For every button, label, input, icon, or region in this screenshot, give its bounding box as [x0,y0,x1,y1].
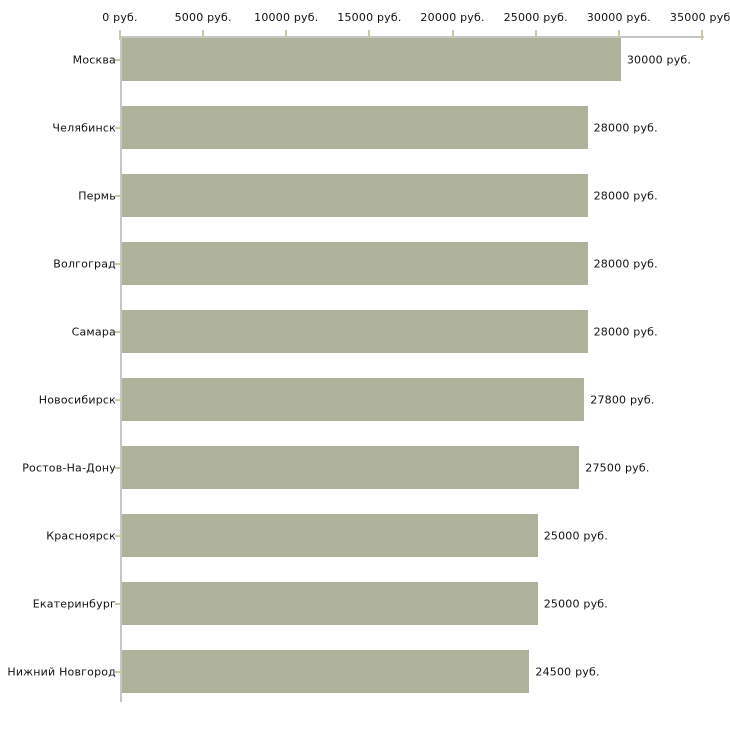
x-axis-tick-mark [534,30,537,40]
category-label: Новосибирск [38,393,116,406]
category-label: Нижний Новгород [7,665,116,678]
bar [122,242,588,285]
value-label: 28000 руб. [593,257,658,270]
x-axis-tick-label: 30000 руб. [586,11,651,24]
category-tick-mark [115,466,122,469]
bar [122,174,588,217]
category-tick-mark [115,398,122,401]
bar [122,514,538,557]
category-tick-mark [115,534,122,537]
x-axis-tick-mark [368,30,371,40]
x-axis-tick-label: 5000 руб. [174,11,232,24]
x-axis-tick-mark [202,30,205,40]
value-label: 30000 руб. [626,53,692,66]
x-axis-tick-mark [617,30,620,40]
bar [122,582,538,625]
category-tick-mark [115,330,122,333]
value-label: 28000 руб. [593,121,658,134]
x-axis-tick-mark [119,30,121,40]
x-axis-tick-label: 0 руб. [102,11,138,24]
category-tick-mark [115,58,122,61]
category-label: Волгоград [53,257,116,270]
x-axis-tick-mark [285,30,288,40]
x-axis-tick-label: 10000 руб. [254,11,319,24]
bar [122,378,585,421]
category-tick-mark [115,126,122,129]
category-label: Пермь [78,189,116,202]
category-tick-mark [115,194,122,197]
bar [122,106,588,149]
x-axis-tick-label: 35000 руб. [669,11,730,24]
bar [122,446,580,489]
value-label: 24500 руб. [535,665,600,678]
x-axis-tick-mark [451,30,454,40]
x-axis-tick-label: 15000 руб. [337,11,402,24]
category-label: Москва [72,53,116,66]
value-label: 28000 руб. [593,189,658,202]
value-label: 25000 руб. [543,529,608,542]
x-axis-line [120,36,704,38]
category-label: Челябинск [52,121,116,134]
y-axis-line [120,36,122,702]
category-tick-mark [115,602,122,605]
bar [122,310,588,353]
category-label: Самара [71,325,116,338]
value-label: 28000 руб. [593,325,658,338]
category-label: Красноярск [46,529,116,542]
x-axis-tick-label: 25000 руб. [503,11,568,24]
category-tick-mark [115,670,122,673]
category-label: Ростов-На-Дону [22,461,116,474]
category-tick-mark [115,262,122,265]
bar [122,38,621,81]
value-label: 27800 руб. [590,393,655,406]
x-axis-tick-label: 20000 руб. [420,11,485,24]
x-axis-tick-mark [701,30,703,40]
category-label: Екатеринбург [32,597,116,610]
value-label: 27500 руб. [585,461,650,474]
bar [122,650,530,693]
value-label: 25000 руб. [543,597,608,610]
